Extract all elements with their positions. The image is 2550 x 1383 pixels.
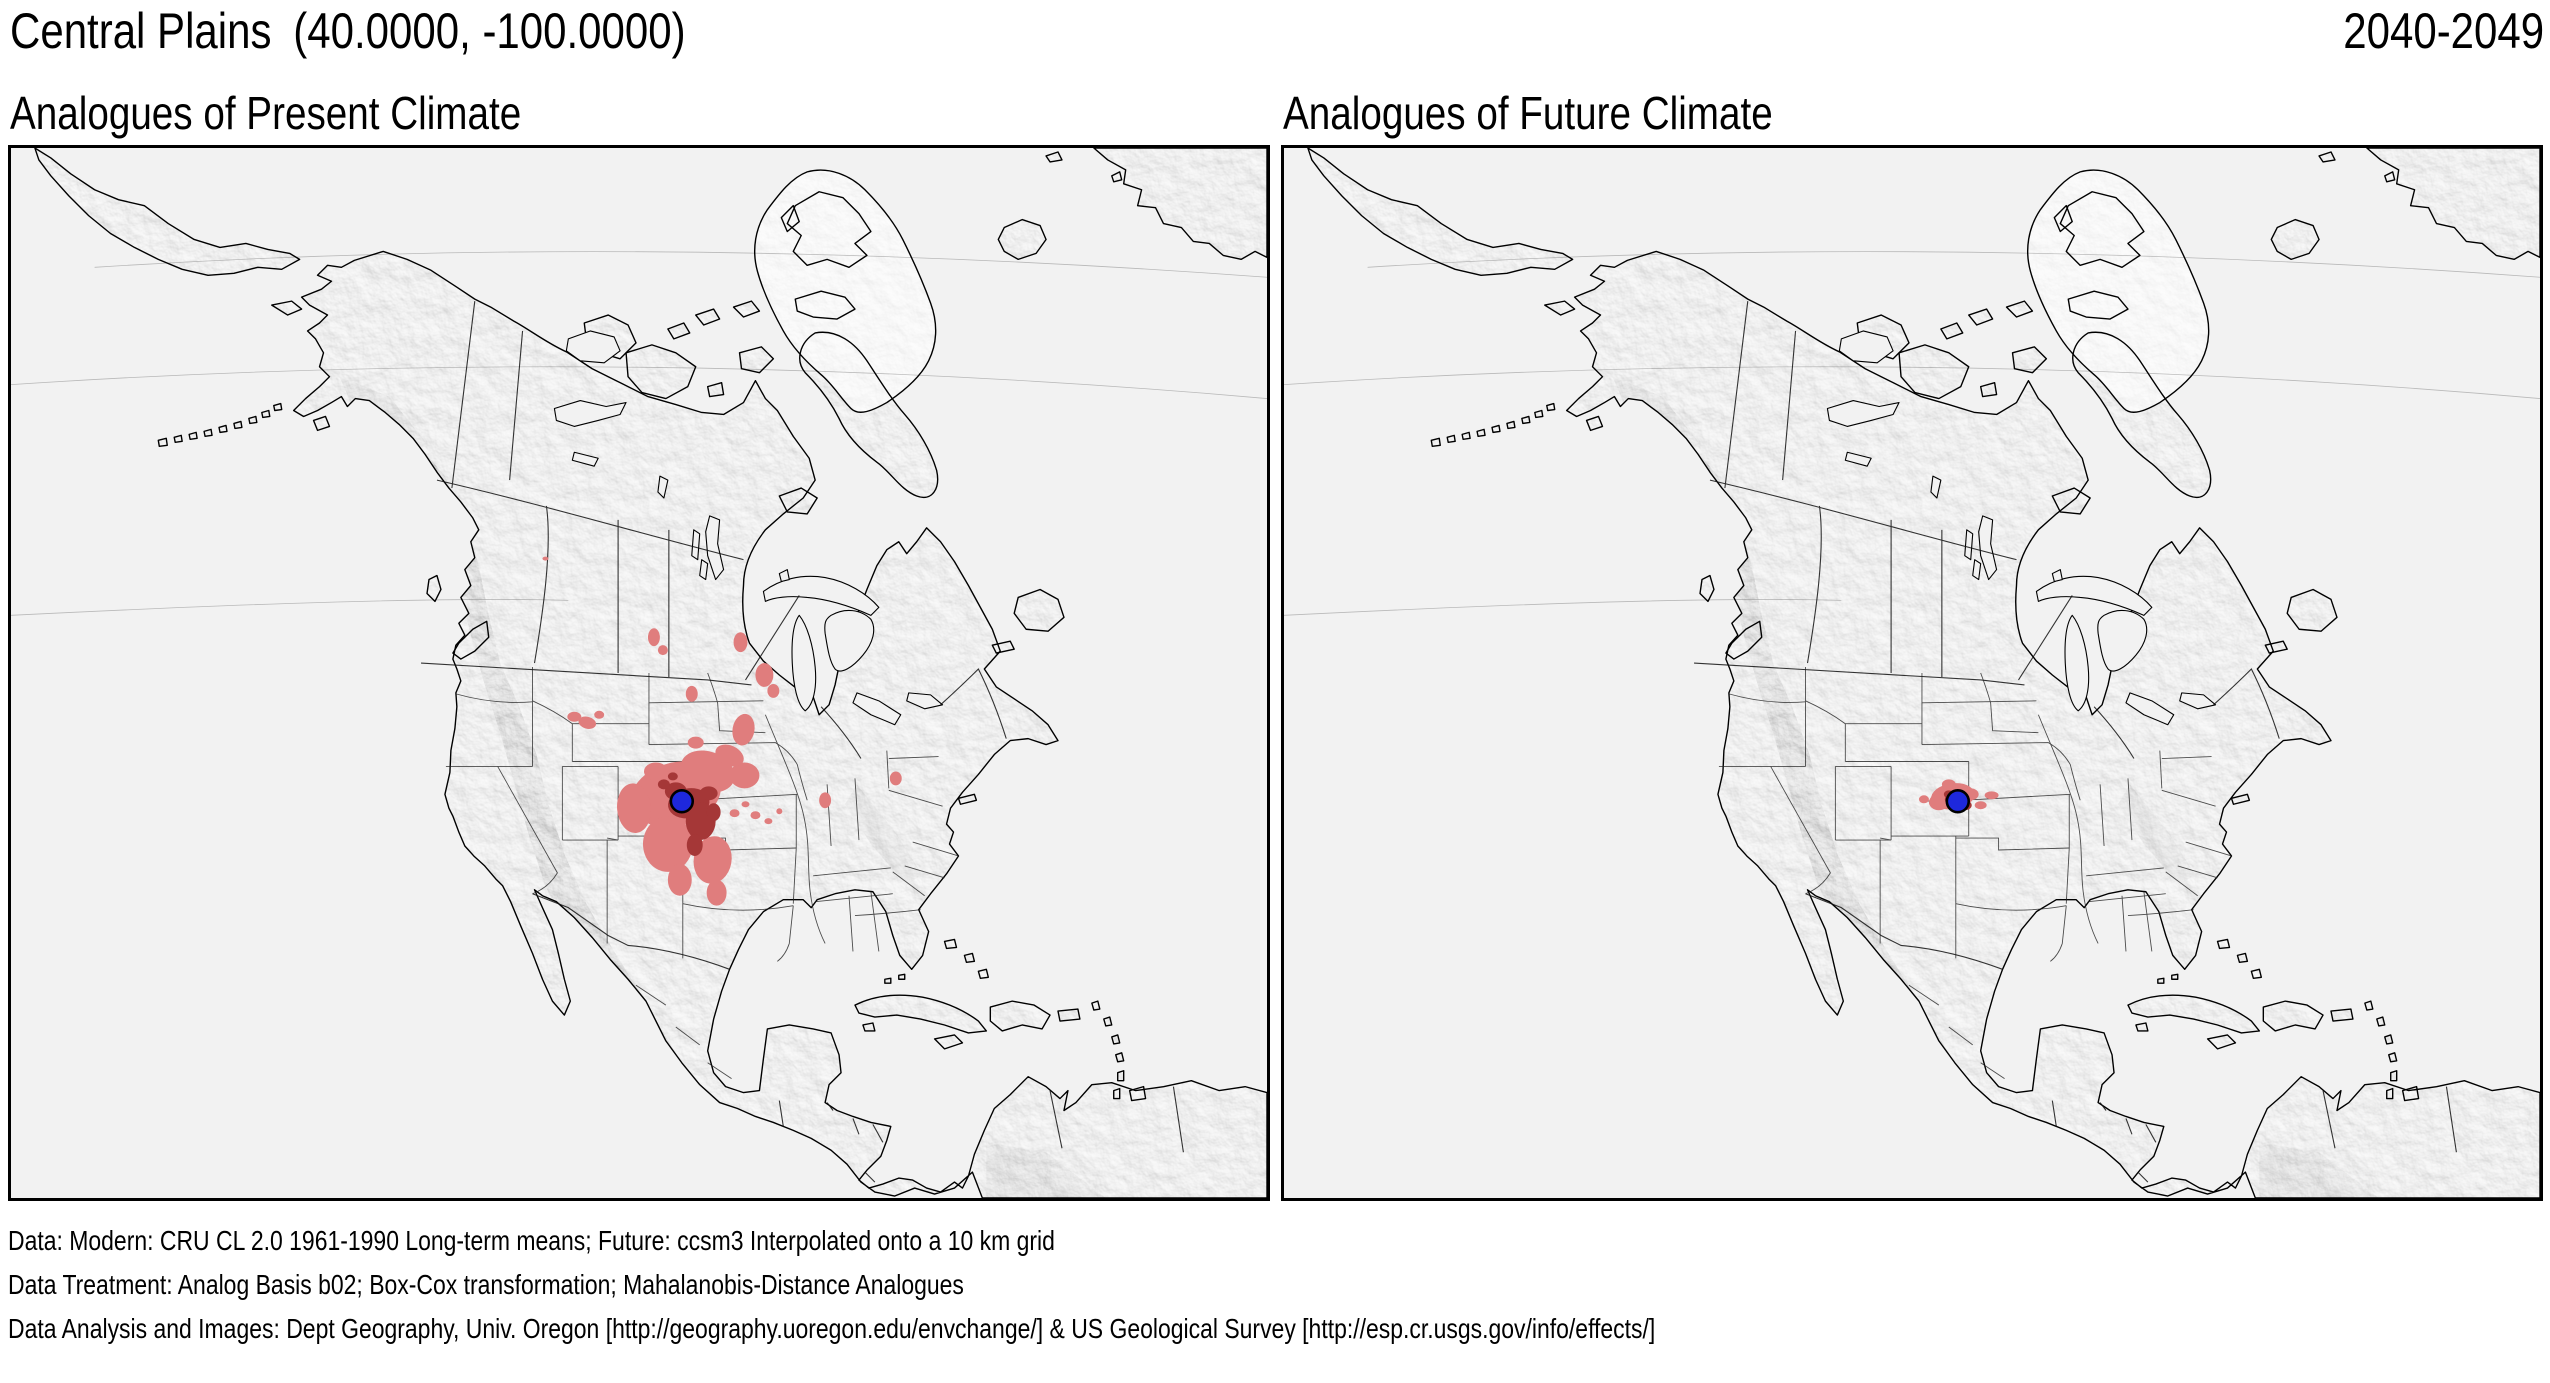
footer-data-treatment: Data Treatment: Analog Basis b02; Box-Co… [8, 1269, 964, 1300]
page-title: Central Plains (40.0000, -100.0000) [10, 4, 814, 58]
map-future-climate [1281, 145, 2543, 1201]
map-future-svg [1284, 148, 2540, 1198]
map-present-svg [11, 148, 1267, 1198]
target-location-marker [669, 789, 695, 814]
map-present-climate [8, 145, 1270, 1201]
target-location-marker [1945, 789, 1971, 814]
footer-data-source: Data: Modern: CRU CL 2.0 1961-1990 Long-… [8, 1225, 1055, 1256]
time-period-label: 2040-2049 [2343, 3, 2544, 59]
right-map-title: Analogues of Future Climate [1283, 87, 1773, 139]
analog-region-light-present [542, 556, 902, 906]
location-coordinates: (40.0000, -100.0000) [293, 3, 686, 59]
left-map-title: Analogues of Present Climate [10, 87, 522, 139]
location-name: Central Plains [10, 3, 272, 59]
footer-credits: Data Analysis and Images: Dept Geography… [8, 1313, 1656, 1344]
